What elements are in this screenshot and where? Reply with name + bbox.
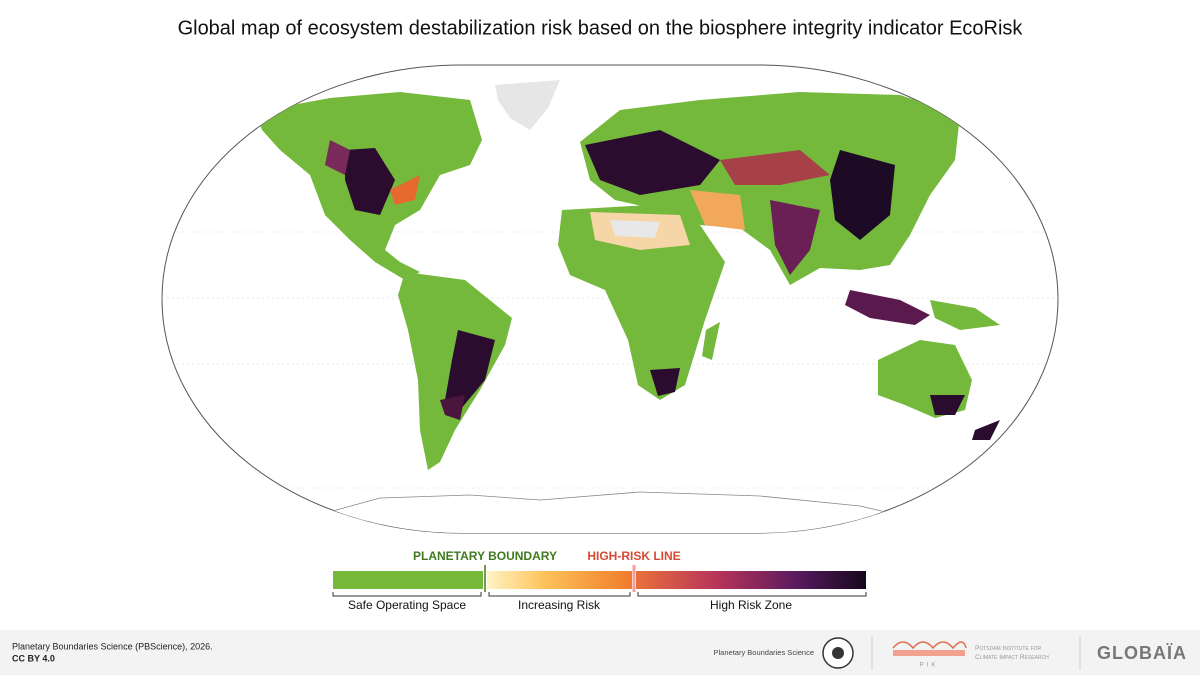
- legend-swatch: [333, 571, 483, 589]
- footer-bg: [0, 630, 1200, 675]
- logo-icon: [893, 650, 965, 656]
- legend-swatch: [487, 571, 632, 589]
- logo-text-box: Potsdam Institute for Climate Impact Res…: [975, 645, 1049, 661]
- legend-label: Safe Operating Space: [348, 598, 466, 612]
- legend: PLANETARY BOUNDARY HIGH-RISK LINE Safe O…: [332, 549, 867, 612]
- legend-label: High Risk Zone: [710, 598, 792, 612]
- logo-icon: [832, 647, 844, 659]
- title: Global map of ecosystem destabilization …: [178, 17, 1024, 39]
- license: CC BY 4.0: [12, 653, 55, 663]
- map-land: [162, 80, 1058, 533]
- logo-text: Planetary Boundaries Science: [714, 648, 814, 657]
- legend-marker: PLANETARY BOUNDARY: [413, 549, 557, 563]
- logo-icon: [892, 641, 967, 650]
- legend-marker: HIGH-RISK LINE: [587, 549, 680, 563]
- logo-text: Potsdam Institute for Climate Impact Res…: [975, 645, 1049, 661]
- legend-brackets: [332, 592, 867, 597]
- legend-swatch: [636, 571, 866, 589]
- legend-label: Increasing Risk: [518, 598, 601, 612]
- logo-text: GLOBAÏA: [1097, 643, 1187, 663]
- credit: Planetary Boundaries Science (PBScience)…: [12, 641, 213, 651]
- map: [161, 64, 1059, 534]
- logo-text: PIK: [920, 663, 939, 669]
- footer: Planetary Boundaries Science (PBScience)…: [0, 630, 1200, 675]
